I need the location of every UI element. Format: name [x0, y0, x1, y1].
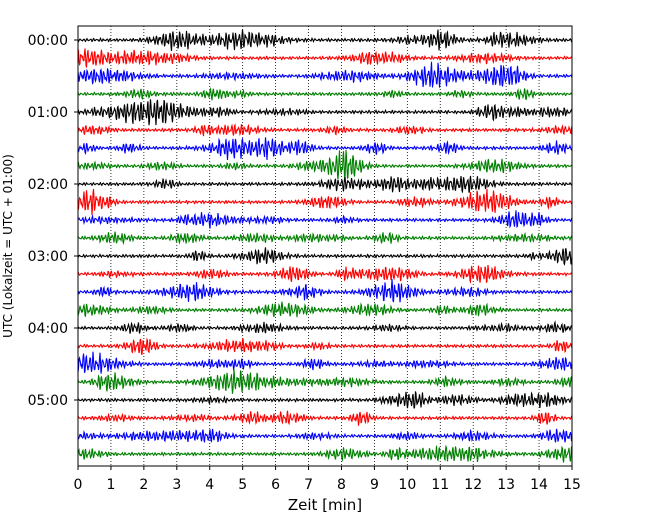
y-axis: 00:00 01:00 02:00 03:00 04:00 05:00 [28, 33, 78, 409]
trace-line [77, 301, 573, 318]
trace-line [77, 149, 573, 180]
x-tick-label: 4 [205, 477, 214, 493]
trace-line [77, 29, 573, 52]
trace-line [77, 137, 573, 161]
trace-line [77, 231, 573, 246]
trace-line [77, 337, 573, 356]
y-tick-label: 00:00 [28, 33, 68, 49]
trace-line [77, 188, 573, 216]
x-tick-label: 3 [172, 477, 181, 493]
x-tick-label: 10 [398, 477, 416, 493]
trace-line [77, 48, 573, 68]
y-tick-label: 05:00 [28, 393, 68, 409]
x-tick-label: 15 [563, 477, 581, 493]
x-tick-label: 14 [530, 477, 548, 493]
trace-line [77, 99, 573, 126]
x-tick-label: 8 [337, 477, 346, 493]
trace-line [77, 320, 573, 334]
trace-line [77, 210, 573, 229]
y-tick-label: 02:00 [28, 177, 68, 193]
x-tick-label: 1 [106, 477, 115, 493]
grid-lines [110, 26, 540, 466]
trace-line [77, 410, 573, 426]
x-axis: 0 1 2 3 4 5 6 7 8 9 10 11 12 13 14 15 [74, 466, 581, 493]
trace-line [77, 391, 573, 409]
trace-line [77, 428, 573, 443]
x-axis-label: Zeit [min] [288, 496, 362, 514]
x-tick-label: 0 [74, 477, 83, 493]
x-tick-label: 13 [497, 477, 515, 493]
trace-line [77, 444, 573, 463]
trace-line [77, 175, 573, 194]
trace-line [77, 247, 573, 266]
y-tick-label: 04:00 [28, 321, 68, 337]
trace-line [77, 279, 573, 303]
y-tick-label: 01:00 [28, 105, 68, 121]
x-tick-label: 11 [431, 477, 449, 493]
trace-line [77, 265, 573, 284]
x-tick-label: 5 [238, 477, 247, 493]
trace-line [77, 61, 573, 88]
trace-line [77, 86, 573, 101]
y-tick-label: 03:00 [28, 249, 68, 265]
y-axis-label: UTC (Lokalzeit = UTC + 01:00) [1, 154, 15, 338]
trace-line [77, 369, 573, 394]
x-tick-label: 2 [139, 477, 148, 493]
trace-line [77, 351, 573, 374]
x-tick-label: 7 [304, 477, 313, 493]
seismic-traces [77, 29, 573, 463]
plot-frame [77, 25, 573, 467]
x-tick-label: 9 [370, 477, 379, 493]
trace-line [77, 123, 573, 137]
x-tick-label: 6 [271, 477, 280, 493]
x-tick-label: 12 [464, 477, 482, 493]
